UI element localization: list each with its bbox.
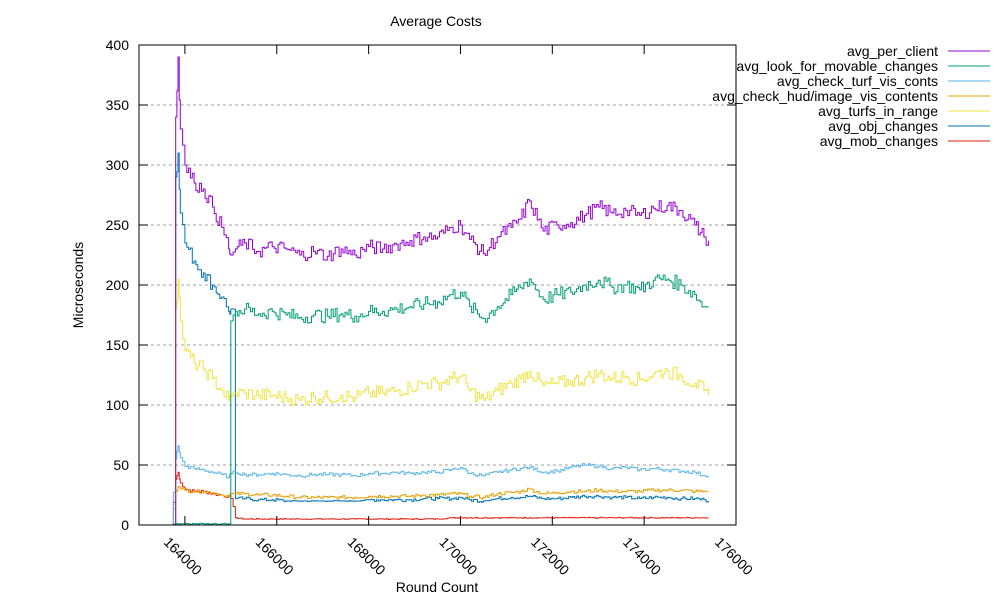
y-tick-label: 350 [106,97,130,113]
series-line-avg-check-hud-image-vis-contents [171,486,709,526]
legend: avg_per_clientavg_look_for_movable_chang… [712,43,990,149]
chart-title: Average Costs [390,13,482,29]
y-tick-label: 250 [106,217,130,233]
x-tick-label: 176000 [712,534,756,578]
x-tick-label: 172000 [528,534,572,578]
y-axis-label: Microseconds [70,242,86,328]
legend-label: avg_mob_changes [820,133,938,149]
y-tick-label: 0 [121,517,129,533]
series-line-avg-check-turf-vis-conts [171,445,709,526]
series-line-avg-look-for-movable-changes [171,274,709,526]
series-line-avg-obj-changes [171,152,709,526]
legend-label: avg_look_for_movable_changes [736,58,938,74]
y-tick-label: 300 [106,157,130,173]
x-tick-label: 170000 [436,534,480,578]
y-tick-label: 100 [106,397,130,413]
y-axis-ticks: 0 50 100 150 200 250 300 350 400 [106,37,736,533]
y-tick-label: 150 [106,337,130,353]
x-tick-label: 166000 [253,534,297,578]
series-group [171,56,709,526]
series-line-avg-mob-changes [171,471,709,526]
legend-label: avg_check_hud/image_vis_contents [712,88,938,104]
legend-label: avg_per_client [847,43,938,59]
series-line-avg-turfs-in-range [171,278,709,526]
y-tick-label: 200 [106,277,130,293]
x-tick-label: 168000 [344,534,388,578]
legend-label: avg_obj_changes [828,118,938,134]
y-tick-label: 400 [106,37,130,53]
grid-lines [139,104,736,466]
x-tick-label: 164000 [161,534,205,578]
plot-frame [138,44,737,526]
x-tick-label: 174000 [620,534,664,578]
x-axis-label: Round Count [396,579,479,595]
legend-label: avg_turfs_in_range [818,103,938,119]
y-tick-label: 50 [113,457,129,473]
legend-label: avg_check_turf_vis_conts [777,73,938,89]
series-line-avg-per-client [171,56,709,526]
